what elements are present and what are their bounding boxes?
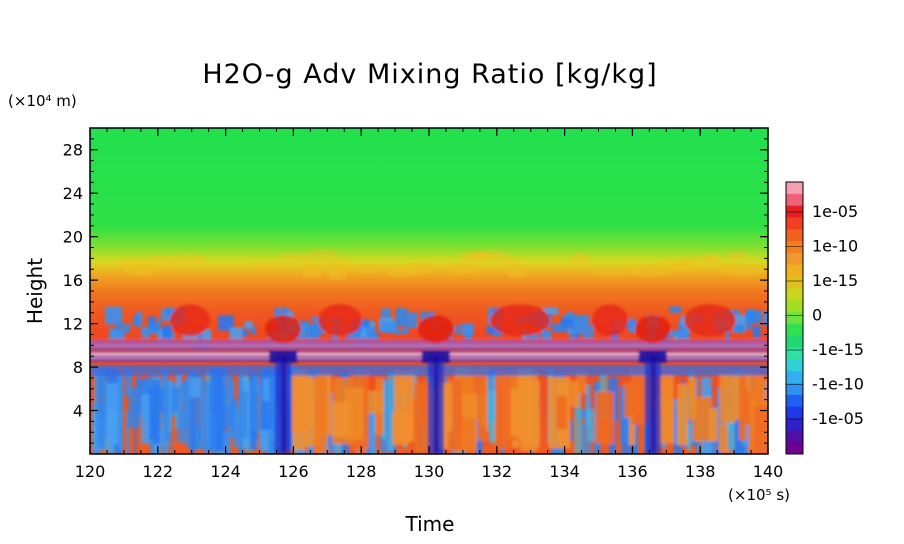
colorbar-swatch	[786, 323, 803, 337]
colorbar-label: 1e-15	[812, 271, 858, 290]
colorbar-label: -1e-05	[812, 409, 864, 428]
plot-area	[90, 128, 768, 454]
colorbar-swatch	[786, 359, 803, 372]
x-tick-label: 140	[753, 462, 784, 481]
colorbar: 1e-05 1e-10 1e-15 0 -1e-15 -1e-10 -1e-05	[785, 181, 864, 455]
x-tick-label: 132	[482, 462, 513, 481]
colorbar-swatch	[786, 300, 803, 313]
colorbar-swatch	[786, 418, 803, 431]
colorbar-swatch	[786, 442, 803, 455]
x-tick-label: 124	[210, 462, 241, 481]
x-tick-label: 138	[685, 462, 716, 481]
x-axis-label: Time	[405, 512, 455, 536]
colorbar-swatch	[786, 406, 803, 420]
y-tick-label: 20	[63, 228, 83, 247]
colorbar-swatch	[786, 193, 803, 207]
colorbar-swatch	[786, 347, 803, 360]
y-tick-label: 4	[73, 402, 83, 421]
colorbar-swatch	[786, 264, 803, 278]
x-axis: 120 122 124 126 128 130 132 134 136 138 140	[75, 128, 784, 481]
colorbar-swatch	[786, 430, 803, 443]
colorbar-swatch	[786, 182, 803, 195]
colorbar-swatch	[786, 394, 803, 408]
colorbar-swatch	[786, 335, 803, 349]
y-axis: 4 8 12 16 20 24 28	[63, 138, 768, 444]
x-axis-unit: (×10⁵ s)	[728, 486, 790, 504]
x-tick-label: 134	[549, 462, 580, 481]
colorbar-swatch	[786, 312, 803, 325]
chart-title: H2O-g Adv Mixing Ratio [kg/kg]	[202, 59, 657, 90]
colorbar-swatch	[786, 371, 803, 384]
y-tick-label: 24	[63, 184, 83, 203]
y-tick-label: 12	[63, 315, 83, 334]
colorbar-swatch	[786, 217, 803, 230]
colorbar-swatch	[786, 276, 803, 289]
colorbar-label: -1e-10	[812, 375, 864, 394]
colorbar-frame	[785, 181, 804, 455]
x-tick-label: 122	[143, 462, 174, 481]
x-tick-label: 130	[414, 462, 445, 481]
colorbar-swatch	[786, 241, 803, 254]
colorbar-swatch	[786, 383, 803, 396]
colorbar-swatch	[786, 288, 803, 301]
colorbar-swatch	[786, 252, 803, 266]
colorbar-label: 1e-05	[812, 202, 858, 221]
x-tick-label: 128	[346, 462, 377, 481]
x-tick-label: 120	[75, 462, 106, 481]
y-tick-label: 16	[63, 271, 83, 290]
colorbar-label: 0	[812, 306, 822, 325]
x-tick-label: 136	[617, 462, 648, 481]
y-tick-label: 28	[63, 141, 83, 160]
y-tick-label: 8	[73, 358, 83, 377]
y-axis-label: Height	[23, 258, 47, 324]
colorbar-label: 1e-10	[812, 237, 858, 256]
x-tick-label: 126	[278, 462, 309, 481]
y-axis-unit: (×10⁴ m)	[8, 92, 77, 110]
colorbar-label: -1e-15	[812, 340, 864, 359]
colorbar-swatch	[786, 229, 803, 242]
